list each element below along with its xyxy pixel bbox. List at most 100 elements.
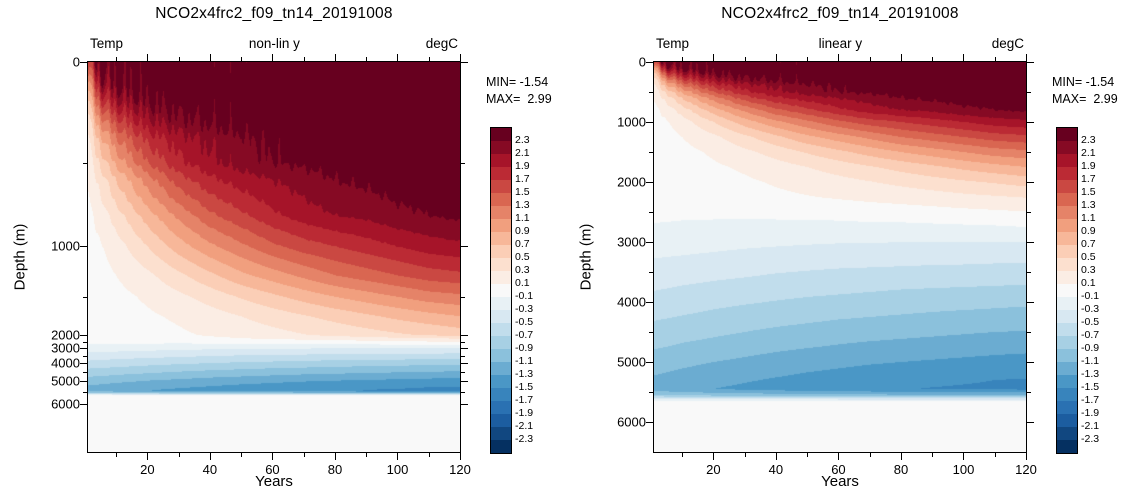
axis-tick	[1027, 182, 1034, 183]
axis-tick	[272, 453, 274, 460]
colorbar-tick-label: 1.9	[515, 160, 530, 172]
colorbar-swatch	[491, 375, 511, 388]
colorbar-tick-label: 1.7	[515, 173, 530, 185]
panel-title: NCO2x4frc2_f09_tn14_20191008	[155, 5, 393, 22]
axis-tick	[900, 453, 902, 460]
colorbar-tick-label: 0.3	[1081, 264, 1096, 276]
colorbar	[1056, 127, 1078, 454]
axis-tick	[807, 453, 809, 457]
axis-tick	[116, 453, 118, 457]
axis-tick	[80, 335, 87, 336]
axis-tick	[461, 380, 468, 382]
axis-tick	[461, 403, 468, 405]
x-tick-label: 80	[893, 462, 909, 477]
colorbar-swatch	[491, 258, 511, 271]
axis-tick	[649, 212, 653, 213]
colorbar-tick-label: -2.1	[515, 420, 534, 432]
colorbar-swatch	[491, 232, 511, 245]
x-tick-label: 40	[202, 462, 218, 477]
colorbar-tick-label: 0.5	[515, 251, 530, 263]
axis-tick	[303, 453, 305, 457]
axis-tick	[744, 57, 746, 61]
colorbar-swatch	[491, 401, 511, 414]
colorbar-tick-label: 1.1	[1081, 212, 1096, 224]
axis-tick	[1027, 62, 1034, 63]
colorbar-tick-label: -0.1	[515, 290, 534, 302]
colorbar-swatch	[491, 128, 511, 141]
y-tick-label: 6000	[617, 414, 646, 430]
axis-tick	[241, 57, 243, 61]
colorbar-tick-label: -0.5	[1081, 316, 1100, 328]
axis-tick	[428, 57, 430, 61]
axis-type-tag: linear y	[818, 36, 863, 51]
axis-tick	[366, 57, 368, 61]
colorbar-tick-label: -1.5	[515, 381, 534, 393]
colorbar-tick-label: -1.1	[1081, 355, 1100, 367]
axis-tick	[807, 57, 809, 61]
axis-tick	[646, 182, 653, 183]
axis-tick	[713, 54, 715, 61]
axis-tick	[397, 453, 399, 460]
axis-tick	[272, 54, 274, 61]
colorbar-tick-label: 1.3	[1081, 199, 1096, 211]
axis-tick	[649, 392, 653, 393]
axis-tick	[461, 62, 468, 63]
axis-tick	[932, 57, 934, 61]
colorbar-tick-label: -1.9	[515, 407, 534, 419]
x-tick-label: 120	[449, 462, 471, 477]
axis-tick	[397, 54, 399, 61]
axis-tick	[646, 422, 653, 423]
axis-tick	[461, 342, 465, 344]
axis-tick	[147, 453, 149, 460]
axis-tick	[713, 453, 715, 460]
plot-area	[87, 61, 461, 453]
axis-tick	[428, 453, 430, 457]
colorbar-swatch	[491, 219, 511, 232]
x-tick-label: 100	[386, 462, 409, 477]
colorbar-swatch	[1057, 284, 1077, 297]
colorbar-swatch	[491, 245, 511, 258]
colorbar-swatch	[1057, 388, 1077, 401]
axis-type-tag: non-lin y	[248, 36, 300, 51]
colorbar-tick-label: 0.7	[1081, 238, 1096, 250]
axis-tick	[1027, 272, 1031, 273]
axis-tick	[1027, 392, 1031, 393]
colorbar-swatch	[491, 284, 511, 297]
units-tag: degC	[425, 36, 458, 51]
colorbar-swatch	[491, 414, 511, 427]
colorbar-tick-label: 0.1	[515, 277, 530, 289]
axis-tick	[461, 371, 465, 373]
axis-tick	[649, 272, 653, 273]
units-tag: degC	[991, 36, 1024, 51]
axis-tick	[80, 403, 87, 405]
colorbar-swatch	[491, 427, 511, 440]
max-stat: MAX= 2.99	[1052, 91, 1118, 106]
colorbar-tick-label: -0.1	[1081, 290, 1100, 302]
axis-tick	[1027, 122, 1034, 123]
axis-tick	[1027, 362, 1034, 363]
colorbar-tick-label: 1.3	[515, 199, 530, 211]
colorbar-tick-label: -1.3	[1081, 368, 1100, 380]
variable-tag: Temp	[656, 36, 690, 51]
colorbar-swatch	[1057, 180, 1077, 193]
axis-tick	[1027, 152, 1031, 153]
colorbar-swatch	[491, 141, 511, 154]
colorbar	[490, 127, 512, 454]
contour-canvas	[88, 62, 460, 452]
colorbar-tick-label: 0.9	[1081, 225, 1096, 237]
colorbar-tick-label: 0.3	[515, 264, 530, 276]
axis-tick	[646, 122, 653, 123]
colorbar-swatch	[1057, 427, 1077, 440]
y-tick-label: 2000	[617, 174, 646, 190]
colorbar-swatch	[491, 154, 511, 167]
colorbar-swatch	[1057, 206, 1077, 219]
y-tick-label: 1000	[51, 238, 80, 254]
colorbar-tick-label: -2.3	[515, 433, 534, 445]
plot-area	[653, 61, 1027, 453]
x-tick-label: 20	[706, 462, 721, 477]
axis-tick	[209, 453, 211, 460]
axis-tick	[461, 391, 465, 393]
tag-row: Temp linear y degC	[654, 36, 1026, 51]
axis-tick	[461, 348, 468, 350]
